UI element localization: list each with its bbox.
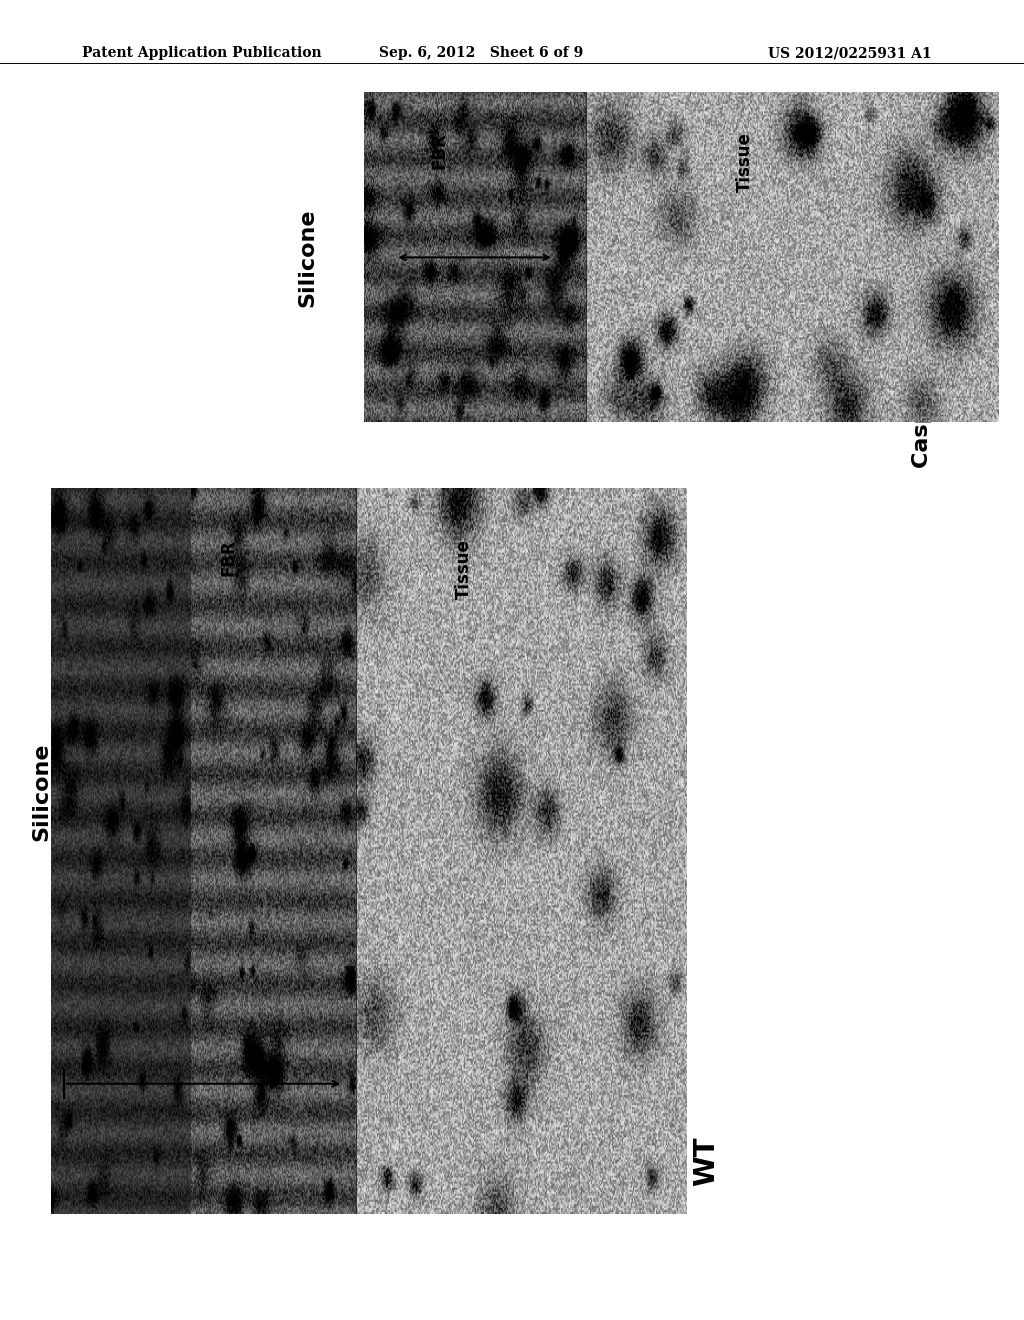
Text: Sep. 6, 2012   Sheet 6 of 9: Sep. 6, 2012 Sheet 6 of 9 <box>379 46 583 61</box>
Text: Tissue: Tissue <box>735 132 754 191</box>
Text: FIGURE 6: FIGURE 6 <box>82 648 211 672</box>
Text: US 2012/0225931 A1: US 2012/0225931 A1 <box>768 46 932 61</box>
Text: FBR: FBR <box>220 539 238 576</box>
Text: WT: WT <box>692 1137 721 1187</box>
Text: Silicone: Silicone <box>31 743 51 841</box>
Text: Tissue: Tissue <box>455 539 473 599</box>
Text: Patent Application Publication: Patent Application Publication <box>82 46 322 61</box>
Text: FBR: FBR <box>431 132 449 169</box>
Text: Caspase 1 KO: Caspase 1 KO <box>911 298 932 467</box>
Text: Silicone: Silicone <box>297 209 317 306</box>
